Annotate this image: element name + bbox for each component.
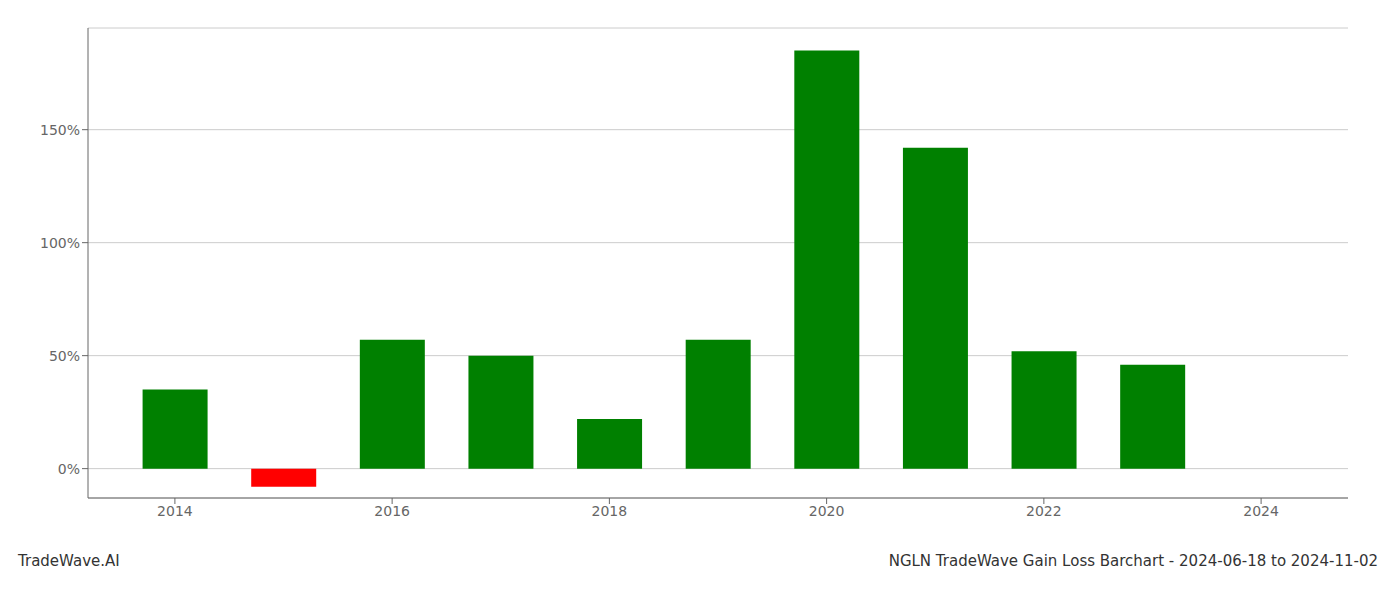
svg-text:2016: 2016 — [374, 503, 410, 519]
svg-text:2022: 2022 — [1026, 503, 1062, 519]
svg-text:2018: 2018 — [592, 503, 628, 519]
svg-text:2020: 2020 — [809, 503, 845, 519]
html-text:TradeWave.AI: TradeWave.AI — [18, 552, 120, 570]
svg-text:2014: 2014 — [157, 503, 193, 519]
svg-text:100%: 100% — [40, 235, 80, 251]
svg-text:2024: 2024 — [1243, 503, 1279, 519]
svg-text:50%: 50% — [49, 348, 80, 364]
svg-text:0%: 0% — [58, 461, 80, 477]
svg-text:150%: 150% — [40, 122, 80, 138]
html-text:NGLN TradeWave Gain Loss Barch: NGLN TradeWave Gain Loss Barchart - 2024… — [888, 552, 1378, 570]
